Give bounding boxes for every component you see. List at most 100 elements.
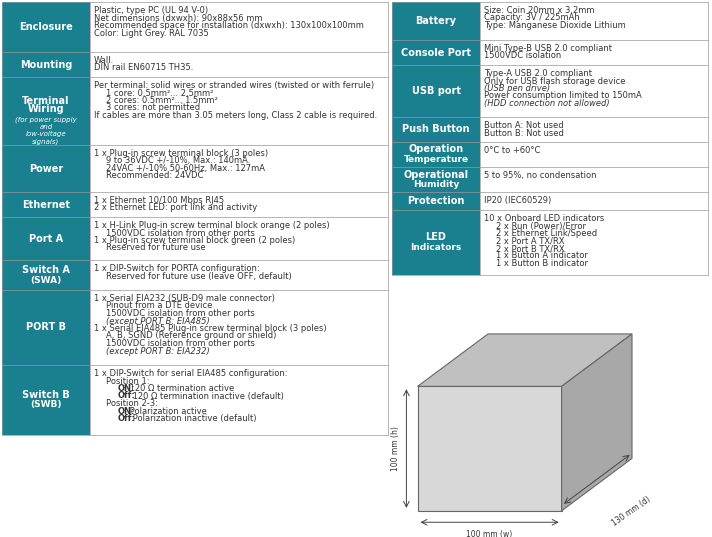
Bar [2,260,90,290]
Text: (for power supply
and
low-voltage
signals): (for power supply and low-voltage signal… [15,117,77,145]
Text: 1 x DIP-Switch for PORTA configuration:: 1 x DIP-Switch for PORTA configuration: [94,264,260,273]
Text: Terminal: Terminal [22,96,70,106]
Bar [480,167,708,537]
Bar [480,192,708,537]
Bar [480,40,708,65]
Text: Pinout from a DTE device: Pinout from a DTE device [106,301,212,310]
Text: 10 x Onboard LED indicators: 10 x Onboard LED indicators [484,214,604,223]
Bar [2,145,90,192]
Text: Recommended space for installation (dxwxh): 130x100x100mm: Recommended space for installation (dxwx… [94,21,364,30]
Bar [480,117,708,142]
Bar [480,142,708,537]
Text: (except PORT B: EIA485): (except PORT B: EIA485) [106,316,210,325]
Bar [2,77,90,145]
Text: Polarization active: Polarization active [127,407,207,416]
Text: Type: Manganese Dioxide Lithium: Type: Manganese Dioxide Lithium [484,21,626,30]
Text: Per terminal: solid wires or stranded wires (twisted or with ferrule): Per terminal: solid wires or stranded wi… [94,81,374,90]
Text: Port A: Port A [29,234,63,243]
Bar [90,260,388,537]
Bar [90,77,388,145]
Text: Indicators: Indicators [410,243,461,252]
Text: LED: LED [426,233,446,243]
Bar [480,65,708,117]
Text: 100 mm (h): 100 mm (h) [391,426,400,471]
Text: 2 x Ethernet LED: port link and activity: 2 x Ethernet LED: port link and activity [94,204,257,213]
Text: (SWA): (SWA) [31,275,62,285]
Bar [480,210,708,275]
Text: Color: Light Grey. RAL 7035: Color: Light Grey. RAL 7035 [94,28,209,38]
Bar [90,2,388,537]
Text: Polarization inactive (default): Polarization inactive (default) [130,414,257,423]
Text: (SWB): (SWB) [30,401,62,410]
Text: Push Button: Push Button [402,125,470,134]
Text: USB port: USB port [412,86,461,96]
Text: PORT B: PORT B [26,323,66,332]
Text: Reserved for future use (leave OFF, default): Reserved for future use (leave OFF, defa… [106,272,292,280]
Text: Humidity: Humidity [413,180,459,189]
Bar [90,192,388,537]
Bar [480,210,708,537]
Text: 2 x Run (Power)/Error: 2 x Run (Power)/Error [496,221,586,230]
Polygon shape [562,334,632,511]
Text: Switch A: Switch A [22,265,70,275]
Text: Off:: Off: [118,414,136,423]
Bar [480,65,708,537]
Text: Power consumption limited to 150mA: Power consumption limited to 150mA [484,91,642,100]
Bar [90,77,388,537]
Text: 1 core: 0.5mm²... 2.5mm²: 1 core: 0.5mm²... 2.5mm² [106,89,214,98]
Text: Operation: Operation [409,144,464,155]
Text: Off:: Off: [118,391,136,401]
Text: 1 x Serial EIA485 Plug-in screw terminal block (3 poles): 1 x Serial EIA485 Plug-in screw terminal… [94,324,327,333]
Text: (USB pen drive): (USB pen drive) [484,84,550,93]
Text: 120 Ω termination inactive (default): 120 Ω termination inactive (default) [130,391,284,401]
Bar [90,145,388,537]
Text: Position 1:: Position 1: [106,376,150,386]
Text: 1500VDC isolation: 1500VDC isolation [484,52,561,61]
Text: Temperature: Temperature [404,155,468,164]
Bar [392,210,480,275]
Bar [392,142,480,167]
Text: 100 mm (w): 100 mm (w) [466,531,513,537]
Text: Capacity: 3V / 225mAh: Capacity: 3V / 225mAh [484,13,580,23]
Polygon shape [418,386,562,511]
Bar [90,260,388,290]
Bar [480,2,708,40]
Bar [90,52,388,537]
Text: 120 Ω termination active: 120 Ω termination active [127,384,235,393]
Text: Reserved for future use: Reserved for future use [106,243,206,252]
Text: 2 cores: 0.5mm²... 1.5mm²: 2 cores: 0.5mm²... 1.5mm² [106,96,218,105]
Text: If cables are more than 3.05 meters long, Class 2 cable is required.: If cables are more than 3.05 meters long… [94,111,377,120]
Text: 24VAC +/-10% 50-60Hz, Max.: 127mA: 24VAC +/-10% 50-60Hz, Max.: 127mA [106,164,265,173]
Text: Size: Coin 20mm x 3.2mm: Size: Coin 20mm x 3.2mm [484,6,595,15]
Text: Mounting: Mounting [20,60,72,69]
Text: DIN rail EN60715 TH35.: DIN rail EN60715 TH35. [94,63,194,72]
Text: Only for USB flash storage device: Only for USB flash storage device [484,76,626,85]
Bar [90,52,388,77]
Text: 1 x Plug-in screw terminal block green (2 poles): 1 x Plug-in screw terminal block green (… [94,236,295,245]
Text: Button A: Not used: Button A: Not used [484,121,564,130]
Bar [90,290,388,365]
Bar [2,290,90,365]
Text: 2 x Port B TX/RX: 2 x Port B TX/RX [496,244,565,253]
Text: (HDD connection not allowed): (HDD connection not allowed) [484,99,609,108]
Bar [480,117,708,537]
Text: (except PORT B: EIA232): (except PORT B: EIA232) [106,346,210,355]
Text: ON:: ON: [118,384,135,393]
Text: Enclosure: Enclosure [19,22,73,32]
Text: Protection: Protection [407,196,465,206]
Text: Ethernet: Ethernet [22,200,70,209]
Text: 1 x Plug-in screw terminal block (3 poles): 1 x Plug-in screw terminal block (3 pole… [94,149,268,158]
Text: 1 x H-Link Plug-in screw terminal block orange (2 poles): 1 x H-Link Plug-in screw terminal block … [94,221,330,230]
Text: 1 x Button A indicator: 1 x Button A indicator [496,251,588,260]
Text: 3 cores: not permitted: 3 cores: not permitted [106,104,200,112]
Text: 1 x Button B indicator: 1 x Button B indicator [496,259,588,268]
Text: 0°C to +60°C: 0°C to +60°C [484,146,540,155]
Text: Plastic, type PC (UL 94 V-0): Plastic, type PC (UL 94 V-0) [94,6,208,15]
Bar [480,40,708,537]
Bar [392,167,480,192]
Bar [2,192,90,217]
Bar [480,142,708,167]
Text: Recommended: 24VDC: Recommended: 24VDC [106,171,204,180]
Bar [392,40,480,65]
Text: 1 x Ethernet 10/100 Mbps RJ45: 1 x Ethernet 10/100 Mbps RJ45 [94,196,224,205]
